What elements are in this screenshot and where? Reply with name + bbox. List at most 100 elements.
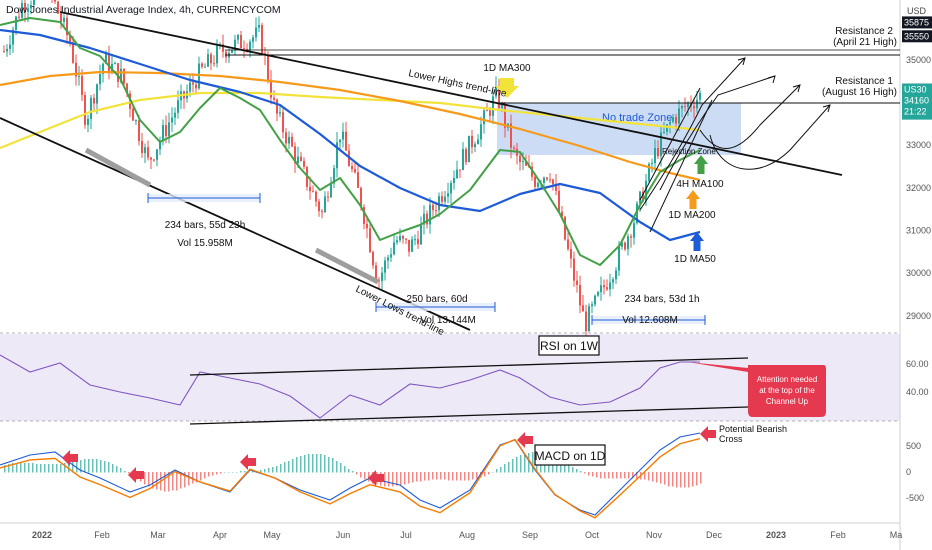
candle-body — [639, 191, 641, 204]
current-price-tag-label: US30 — [904, 85, 927, 95]
candle-body — [669, 121, 671, 125]
macd-histogram-bar — [144, 472, 146, 485]
macd-histogram-bar — [52, 464, 54, 473]
candle-body — [402, 235, 404, 239]
candle-body — [417, 239, 419, 245]
candle-body — [384, 260, 386, 273]
candle-body — [57, 1, 59, 14]
projection-curve — [709, 104, 831, 170]
candle-body — [141, 141, 143, 154]
candle-body — [495, 85, 497, 97]
channel-up-line — [639, 87, 701, 201]
candle-body — [453, 178, 455, 183]
macd-histogram-bar — [36, 464, 38, 473]
projection-arrowhead — [737, 57, 746, 66]
candle-body — [378, 280, 380, 282]
candle-body — [261, 25, 263, 54]
candle-body — [396, 240, 398, 243]
current-price-tag — [902, 83, 932, 120]
macd-histogram-bar — [212, 472, 214, 476]
macd-histogram-bar — [504, 464, 506, 473]
candle-body — [252, 37, 254, 42]
macd-histogram-bar — [4, 465, 6, 473]
range-3-volume: Vol 12.608M — [622, 315, 678, 326]
macd-histogram-bar — [68, 462, 70, 473]
macd-histogram-bar — [652, 472, 654, 482]
candle-body — [123, 68, 125, 84]
candle-body — [477, 139, 479, 145]
macd-histogram-bar — [340, 463, 342, 473]
macd-histogram-bar — [420, 472, 422, 482]
candle-body — [147, 147, 149, 158]
macd-histogram-bar — [632, 472, 634, 479]
currency-label: USD — [907, 6, 927, 16]
candle-body — [627, 236, 629, 250]
macd-histogram-bar — [108, 462, 110, 473]
candle-body — [63, 17, 65, 22]
resistance-2-sublabel: (April 21 High) — [833, 37, 897, 48]
candle-body — [534, 176, 536, 187]
macd-histogram-bar — [532, 452, 534, 473]
candle-body — [30, 4, 32, 9]
rsi-channel-bottom — [189, 406, 749, 425]
macd-histogram-bar — [584, 472, 586, 474]
candle-body — [645, 180, 647, 202]
candle-body — [360, 187, 362, 208]
candle-body — [462, 149, 464, 171]
macd-histogram-bar — [204, 472, 206, 479]
candles — [3, 0, 701, 342]
macd-histogram-bar — [328, 457, 330, 473]
macd-histogram-bar — [196, 472, 198, 483]
current-price-tag-label: 21:22 — [904, 107, 927, 117]
candle-body — [297, 156, 299, 164]
candle-body — [411, 239, 413, 252]
macd-histogram-bar — [292, 459, 294, 473]
candle-body — [699, 93, 701, 100]
candle-body — [390, 254, 392, 258]
candle-body — [687, 102, 689, 108]
candle-body — [603, 285, 605, 288]
macd-histogram-bar — [600, 472, 602, 479]
macd-histogram-bar — [404, 472, 406, 485]
candle-body — [600, 285, 602, 293]
candle-body — [207, 54, 209, 67]
macd-histogram-bar — [436, 472, 438, 480]
macd-histogram-bar — [60, 464, 62, 473]
range-1-bars: 234 bars, 55d 23h — [165, 220, 246, 231]
price-tick-label: 31000 — [906, 226, 931, 236]
candle-body — [213, 63, 215, 65]
macd-histogram-bar — [320, 454, 322, 473]
macd-histogram-bar — [152, 472, 154, 489]
macd-histogram-bar — [668, 472, 670, 487]
candle-body — [15, 16, 17, 30]
macd-histogram-bar — [472, 472, 474, 480]
candle-body — [543, 177, 545, 183]
price-tick-label: 35000 — [906, 55, 931, 65]
macd-histogram-bar — [528, 453, 530, 473]
price-tick-label: 30000 — [906, 268, 931, 278]
rsi-note-text: Channel Up — [766, 397, 809, 406]
range-3-bars: 234 bars, 53d 1h — [624, 294, 699, 305]
lower-lows-label: Lower Lows trend-line — [354, 284, 447, 338]
candle-body — [498, 85, 500, 108]
candle-body — [150, 157, 152, 160]
candle-body — [75, 62, 77, 77]
price-tag-label: 35875 — [904, 17, 929, 27]
macd-histogram-bar — [220, 472, 222, 474]
candle-body — [483, 110, 485, 125]
candle-body — [135, 120, 137, 122]
candle-body — [21, 2, 23, 18]
candle-body — [657, 148, 659, 157]
candle-body — [267, 54, 269, 80]
time-axis-label: Jun — [336, 530, 351, 540]
macd-histogram-bar — [92, 459, 94, 473]
rsi-title-box — [538, 335, 600, 356]
ma-line-1d-ma300 — [0, 91, 701, 150]
candle-body — [681, 105, 683, 109]
macd-histogram-bar — [656, 472, 658, 483]
time-axis-label: Dec — [706, 530, 723, 540]
candle-body — [315, 191, 317, 202]
macd-histogram-bar — [116, 466, 118, 473]
macd-histogram-bar — [208, 472, 210, 477]
